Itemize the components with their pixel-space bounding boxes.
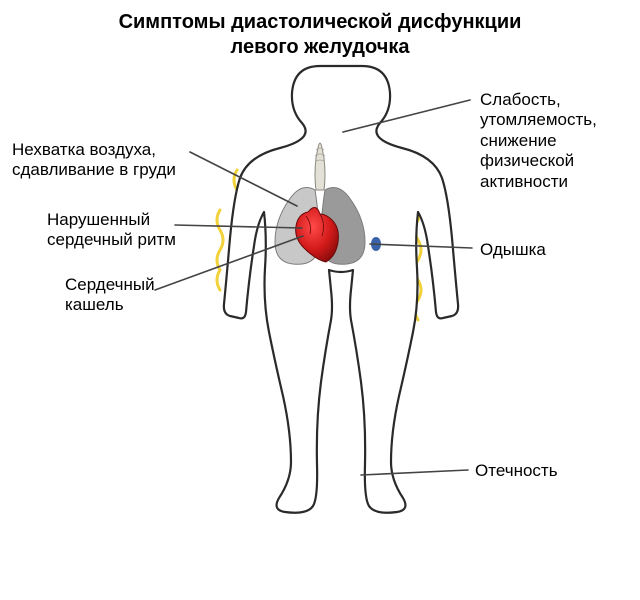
label-dyspnea: Одышка [480, 240, 546, 260]
label-rhythm: Нарушенный сердечный ритм [47, 210, 176, 251]
label-edema: Отечность [475, 461, 558, 481]
body-outline [224, 66, 458, 513]
label-air: Нехватка воздуха, сдавливание в груди [12, 140, 176, 181]
label-weakness: Слабость, утомляемость, снижение физичес… [480, 90, 597, 192]
trachea [315, 143, 325, 190]
label-cough: Сердечный кашель [65, 275, 155, 316]
